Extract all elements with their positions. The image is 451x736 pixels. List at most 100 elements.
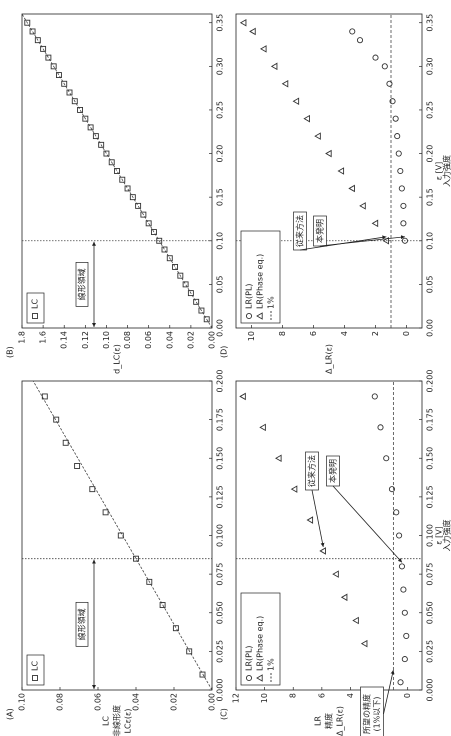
legend-marker xyxy=(245,674,253,682)
annotation: 線形領域 xyxy=(77,268,87,300)
point xyxy=(24,19,31,26)
point xyxy=(394,133,401,140)
y-axis-label: LCε(ε) xyxy=(124,709,133,734)
annotation: 所望の精度 xyxy=(362,694,372,734)
point xyxy=(377,424,384,431)
point xyxy=(62,439,69,446)
y-axis-label: Δ_LR(ε) xyxy=(325,344,334,374)
y-tick-label: 0.10 xyxy=(18,693,27,711)
point xyxy=(186,648,193,655)
y-axis-label: d_LC(ε) xyxy=(113,344,122,374)
point xyxy=(40,45,47,52)
legend-label: 1% xyxy=(267,658,276,671)
point xyxy=(102,509,109,516)
y-tick-label: 10 xyxy=(247,331,256,341)
y-tick-label: 4 xyxy=(346,693,355,698)
y-tick-label: 0 xyxy=(402,331,411,336)
point xyxy=(117,532,124,539)
point xyxy=(29,28,36,35)
point xyxy=(395,150,402,157)
y-axis-label: 精度 xyxy=(324,713,334,729)
point xyxy=(325,149,332,158)
point xyxy=(61,80,68,87)
legend-label: LR(PL) xyxy=(245,645,254,671)
x-tick-label: 0.125 xyxy=(216,485,225,508)
x-tick-label: 0.35 xyxy=(426,14,435,32)
y-tick-label: 8 xyxy=(278,331,287,336)
point xyxy=(371,393,378,400)
x-tick-label: 0.000 xyxy=(216,679,225,702)
point xyxy=(372,54,379,61)
point xyxy=(45,54,52,61)
y-axis-label: LR xyxy=(314,716,323,726)
point xyxy=(145,220,152,227)
x-tick-label: 0.15 xyxy=(426,188,435,206)
annotation-box xyxy=(75,601,89,647)
point xyxy=(129,194,136,201)
y-tick-label: 1.6 xyxy=(39,331,48,344)
plot-frame xyxy=(235,13,423,329)
legend-label: LR(Phase eq.) xyxy=(256,616,265,671)
x-tick-label: 0.150 xyxy=(216,447,225,470)
point xyxy=(187,290,194,297)
x-tick-label: 0.10 xyxy=(216,232,225,250)
x-tick-label: 0.025 xyxy=(216,640,225,663)
point xyxy=(166,255,173,262)
panel-label: (B) xyxy=(6,346,15,358)
x-tick-label: 0.00 xyxy=(216,319,225,337)
x-tick-label: 0.050 xyxy=(426,601,435,624)
point xyxy=(66,89,73,96)
trend-line xyxy=(32,380,213,691)
point xyxy=(290,485,298,493)
annotation-box xyxy=(75,262,89,307)
point xyxy=(401,656,408,663)
y-tick-label: 10 xyxy=(260,693,269,703)
x-axis-label: 入力強度 xyxy=(442,155,451,187)
annotation-arrow xyxy=(383,669,395,715)
panel-label: (C) xyxy=(220,708,229,720)
point xyxy=(400,220,407,227)
x-axis-label: 入力強度 xyxy=(442,520,451,552)
y-tick-label: 4 xyxy=(340,331,349,336)
x-tick-label: 0.175 xyxy=(426,408,435,431)
y-tick-label: 1.8 xyxy=(18,331,27,344)
point xyxy=(239,392,246,401)
point xyxy=(119,176,126,183)
legend-label: LR(PL) xyxy=(245,283,254,309)
legend-marker xyxy=(245,312,253,320)
x-tick-label: 0.125 xyxy=(426,485,435,508)
point xyxy=(77,106,84,113)
point xyxy=(146,578,153,585)
legend-box xyxy=(26,292,45,324)
point xyxy=(124,185,131,192)
x-tick-label: 0.050 xyxy=(216,601,225,624)
point xyxy=(360,639,368,648)
point xyxy=(159,602,166,608)
x-tick-label: 0.025 xyxy=(426,640,435,663)
y-tick-label: 12 xyxy=(232,693,241,703)
point xyxy=(89,486,96,493)
x-tick-label: 0.05 xyxy=(426,275,435,293)
point xyxy=(292,97,300,106)
point xyxy=(108,159,115,166)
point xyxy=(172,625,179,632)
x-tick-label: 0.200 xyxy=(216,370,225,393)
x-tick-label: 0.00 xyxy=(426,319,435,337)
point xyxy=(249,27,256,36)
point xyxy=(386,80,393,87)
point xyxy=(349,28,356,35)
panel-label: (A) xyxy=(6,708,15,720)
x-tick-label: 0.075 xyxy=(216,563,225,586)
point xyxy=(381,63,388,70)
point xyxy=(34,37,41,44)
point xyxy=(393,509,400,516)
plot-frame xyxy=(21,13,213,329)
point xyxy=(199,671,206,678)
y-axis-label: 非線形度 xyxy=(112,705,122,736)
panel-label: (D) xyxy=(220,346,229,358)
point xyxy=(74,463,81,469)
point xyxy=(398,563,406,570)
x-axis-label: ε [V] xyxy=(435,526,444,545)
annotation-arrow xyxy=(311,489,325,548)
